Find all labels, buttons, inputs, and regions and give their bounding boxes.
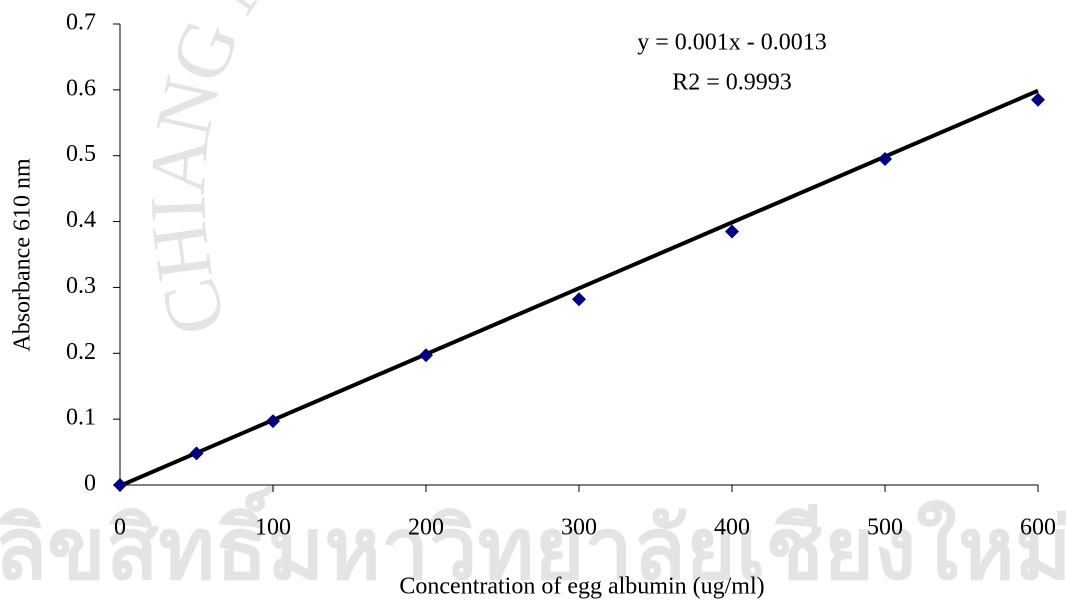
trendline-equation: y = 0.001x - 0.0013 [637,30,827,56]
data-point [189,446,204,461]
trendline [119,88,1039,488]
y-tick-label: 0.7 [66,10,96,36]
x-tick-label: 400 [714,515,750,541]
y-tick-label: 0.1 [66,405,96,431]
y-tick-label: 0.5 [66,141,96,167]
y-tick-label: 0.6 [66,75,96,101]
data-point [725,224,739,239]
y-tick-label: 0.3 [66,273,96,299]
y-tick-label: 0 [84,471,96,497]
data-point [419,348,433,363]
x-tick-label: 0 [114,515,126,541]
data-point [1031,92,1045,107]
x-tick-label: 500 [867,515,903,541]
data-point [572,292,586,307]
data-point [878,152,892,167]
watermark-footer: ลิขสิทธิ์มหาวิทยาลัยเชียงใหม่ [0,485,1066,599]
data-point [266,414,280,429]
x-tick-label: 300 [561,515,597,541]
trendline-r-squared: R2 = 0.9993 [672,70,792,96]
data-point [113,478,127,492]
y-tick-label: 0.2 [66,339,96,365]
x-tick-label: 100 [255,515,291,541]
watermark-arc: CHIANG MAI UNIVERSITY 1964 [134,0,964,345]
y-axis-label: Absorbance 610 nm [10,158,36,352]
watermark-arc-text: CHIANG MAI UNIVERSITY 1964 [134,0,964,345]
x-tick-label: 600 [1020,515,1056,541]
x-tick-label: 200 [408,515,444,541]
x-axis-label: Concentration of egg albumin (ug/ml) [399,574,764,600]
y-tick-label: 0.4 [66,207,96,233]
